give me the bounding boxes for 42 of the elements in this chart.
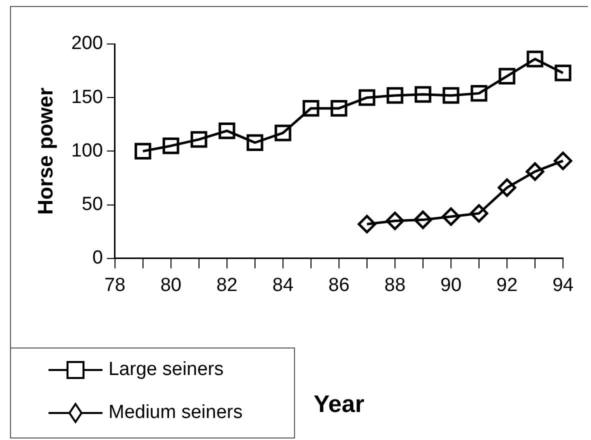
point [414, 210, 432, 230]
y-tick-label: 100 [71, 140, 103, 162]
point [330, 100, 348, 117]
legend-label: Medium seiners [108, 402, 243, 424]
point [414, 86, 432, 103]
point [218, 122, 236, 140]
point [554, 64, 572, 82]
point [190, 131, 208, 148]
x-tick-label: 86 [328, 275, 350, 296]
x-tick-label: 82 [216, 275, 238, 296]
point [526, 162, 544, 181]
y-tick-label: 0 [92, 248, 103, 269]
point [442, 207, 460, 226]
point [358, 214, 376, 234]
x-tick-label: 88 [384, 275, 406, 296]
point [470, 204, 488, 223]
x-tick-label: 84 [272, 275, 294, 296]
legend-label: Large seiners [108, 359, 224, 380]
x-tick-label: 90 [440, 275, 462, 296]
point [358, 89, 376, 106]
x-tick-label: 78 [104, 275, 126, 296]
point [246, 134, 264, 151]
point [274, 124, 292, 142]
point [554, 152, 572, 170]
point [386, 87, 404, 104]
point [470, 84, 488, 102]
y-tick-label: 150 [71, 86, 103, 108]
point [526, 50, 544, 68]
point [134, 142, 152, 160]
x-tick-label: 94 [552, 275, 574, 296]
y-axis-title: Horse power [34, 88, 58, 215]
point [498, 68, 516, 84]
point [442, 87, 460, 104]
point [498, 178, 516, 197]
y-tick-label: 200 [71, 33, 103, 54]
y-tick-label: 50 [82, 194, 103, 216]
point [386, 212, 404, 230]
x-tick-label: 92 [496, 275, 518, 296]
point [162, 138, 180, 154]
x-axis-title: Year [314, 391, 364, 418]
x-tick-label: 80 [160, 275, 182, 296]
point [302, 100, 320, 117]
